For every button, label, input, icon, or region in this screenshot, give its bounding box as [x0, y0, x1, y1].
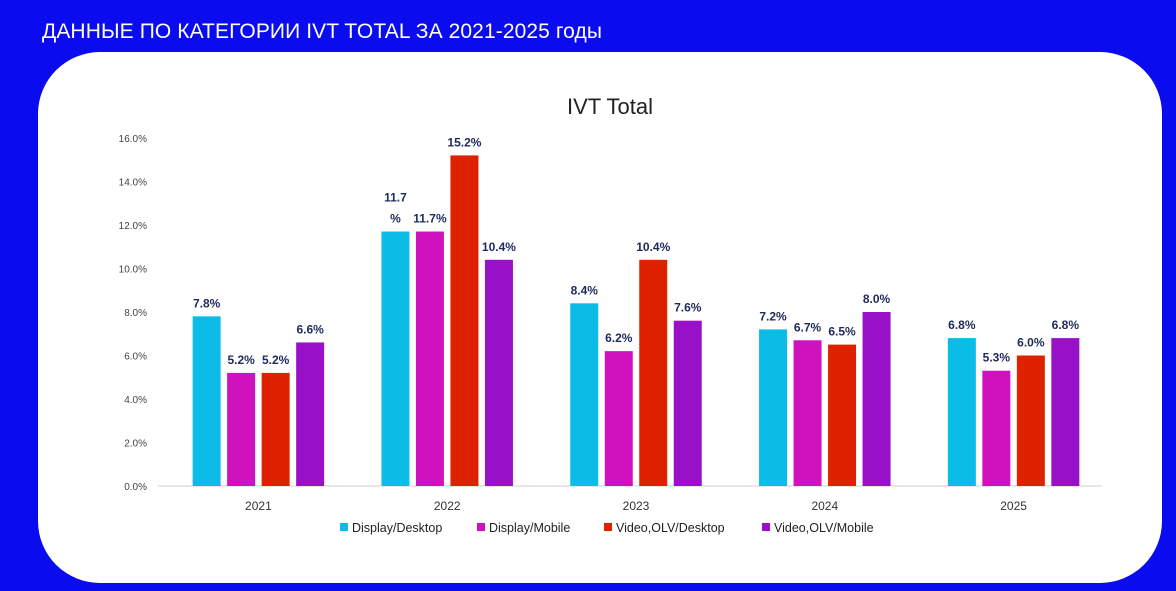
bar — [759, 329, 788, 486]
bar — [1016, 355, 1045, 486]
y-tick-label: 8.0% — [124, 308, 147, 319]
bar — [604, 351, 633, 486]
x-tick-label: 2022 — [434, 499, 461, 513]
bar — [639, 259, 668, 486]
y-tick-label: 6.0% — [124, 352, 147, 363]
bar — [227, 372, 256, 486]
bar — [1051, 338, 1080, 486]
y-tick-label: 4.0% — [124, 395, 147, 406]
data-label: 6.5% — [828, 325, 856, 339]
bar — [673, 320, 702, 486]
data-label: 7.2% — [759, 309, 787, 323]
data-label: 6.2% — [605, 331, 633, 345]
x-tick-label: 2024 — [811, 499, 838, 513]
legend-label: Video,OLV/Mobile — [774, 521, 874, 535]
chart-card — [38, 52, 1162, 583]
data-label: 6.7% — [794, 320, 822, 334]
x-tick-label: 2021 — [245, 499, 272, 513]
data-label: 6.0% — [1017, 336, 1045, 350]
bar — [828, 344, 857, 486]
data-label: 5.3% — [983, 351, 1011, 365]
bar — [862, 312, 891, 486]
data-label: 10.4% — [482, 240, 516, 254]
data-label: 11.7 — [384, 191, 407, 205]
data-label: 6.6% — [296, 322, 324, 336]
bar — [415, 231, 444, 486]
bar — [261, 372, 290, 486]
y-tick-label: 12.0% — [119, 221, 147, 232]
y-tick-label: 10.0% — [119, 265, 147, 276]
data-label: 10.4% — [636, 240, 670, 254]
y-tick-label: 0.0% — [124, 482, 147, 493]
bar — [381, 231, 410, 486]
y-tick-label: 2.0% — [124, 439, 147, 450]
legend-label: Display/Desktop — [352, 521, 442, 535]
x-tick-label: 2025 — [1000, 499, 1027, 513]
bar — [982, 370, 1011, 486]
y-tick-label: 16.0% — [119, 134, 147, 145]
data-label: 7.6% — [674, 301, 702, 315]
data-label: 7.8% — [193, 296, 221, 310]
data-label: % — [390, 212, 401, 226]
data-label: 15.2% — [447, 135, 481, 149]
legend-swatch — [477, 523, 485, 531]
legend-label: Display/Mobile — [489, 521, 570, 535]
bar — [450, 155, 479, 486]
bar — [570, 303, 599, 486]
data-label: 5.2% — [227, 353, 255, 367]
data-label: 8.4% — [571, 283, 599, 297]
bar — [296, 342, 325, 486]
bar — [947, 338, 976, 486]
slide-title: ДАННЫЕ ПО КАТЕГОРИИ IVT TOTAL ЗА 2021-20… — [42, 20, 603, 43]
data-label: 6.8% — [1052, 318, 1080, 332]
data-label: 11.7% — [413, 212, 447, 226]
data-label: 6.8% — [948, 318, 976, 332]
data-label: 5.2% — [262, 353, 290, 367]
x-tick-label: 2023 — [623, 499, 650, 513]
legend-swatch — [604, 523, 612, 531]
legend-swatch — [762, 523, 770, 531]
chart-title: IVT Total — [567, 94, 653, 119]
legend-swatch — [340, 523, 348, 531]
bar — [793, 340, 822, 486]
bar — [484, 259, 513, 486]
bar — [192, 316, 221, 486]
data-label: 8.0% — [863, 292, 891, 306]
y-tick-label: 14.0% — [119, 178, 147, 189]
legend-label: Video,OLV/Desktop — [616, 521, 725, 535]
